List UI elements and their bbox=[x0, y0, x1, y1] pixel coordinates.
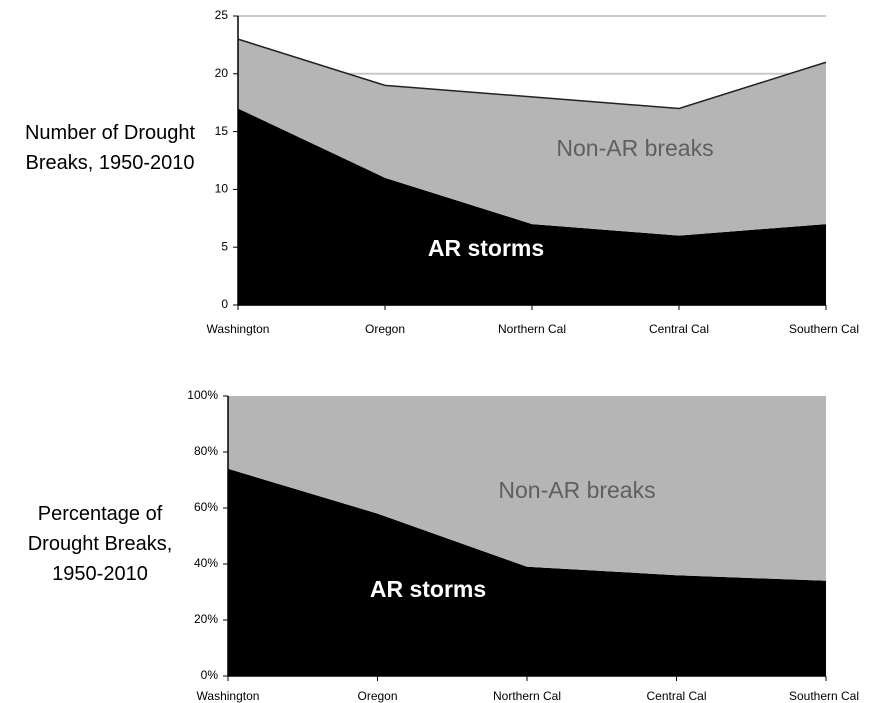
y-axis-label: Number of Drought Breaks, 1950-2010 bbox=[24, 122, 196, 174]
area bbox=[238, 108, 826, 305]
y-tick-label: 60% bbox=[194, 500, 218, 514]
x-tick-label: Oregon bbox=[357, 689, 397, 703]
x-tick-label: Washington bbox=[207, 322, 270, 336]
x-tick-label: Northern Cal bbox=[493, 689, 561, 703]
y-tick-label: 20% bbox=[194, 612, 218, 626]
x-tick-label: Southern Cal bbox=[789, 322, 859, 336]
y-tick-label: 80% bbox=[194, 444, 218, 458]
x-tick-label: Southern Cal bbox=[789, 689, 859, 703]
y-tick-label: 40% bbox=[194, 556, 218, 570]
area bbox=[238, 39, 826, 236]
y-axis-label: Percentage of Drought Breaks, 1950-2010 bbox=[27, 503, 173, 585]
area bbox=[228, 468, 826, 676]
x-tick-label: Oregon bbox=[365, 322, 405, 336]
y-tick-label: 0 bbox=[221, 297, 228, 311]
series-label: Non-AR breaks bbox=[498, 477, 655, 503]
y-tick-label: 15 bbox=[215, 124, 229, 138]
x-tick-label: Northern Cal bbox=[498, 322, 566, 336]
y-tick-label: 100% bbox=[187, 388, 218, 402]
x-tick-label: Washington bbox=[197, 689, 260, 703]
series-label: AR storms bbox=[428, 235, 544, 261]
y-tick-label: 0% bbox=[201, 668, 219, 682]
y-tick-label: 25 bbox=[215, 8, 229, 22]
series-label: Non-AR breaks bbox=[556, 135, 713, 161]
area bbox=[228, 396, 826, 581]
x-tick-label: Central Cal bbox=[649, 322, 709, 336]
y-tick-label: 20 bbox=[215, 66, 229, 80]
area-outline bbox=[237, 38, 827, 110]
y-tick-label: 5 bbox=[221, 239, 228, 253]
y-tick-label: 10 bbox=[215, 182, 229, 196]
x-tick-label: Central Cal bbox=[646, 689, 706, 703]
series-label: AR storms bbox=[370, 576, 486, 602]
